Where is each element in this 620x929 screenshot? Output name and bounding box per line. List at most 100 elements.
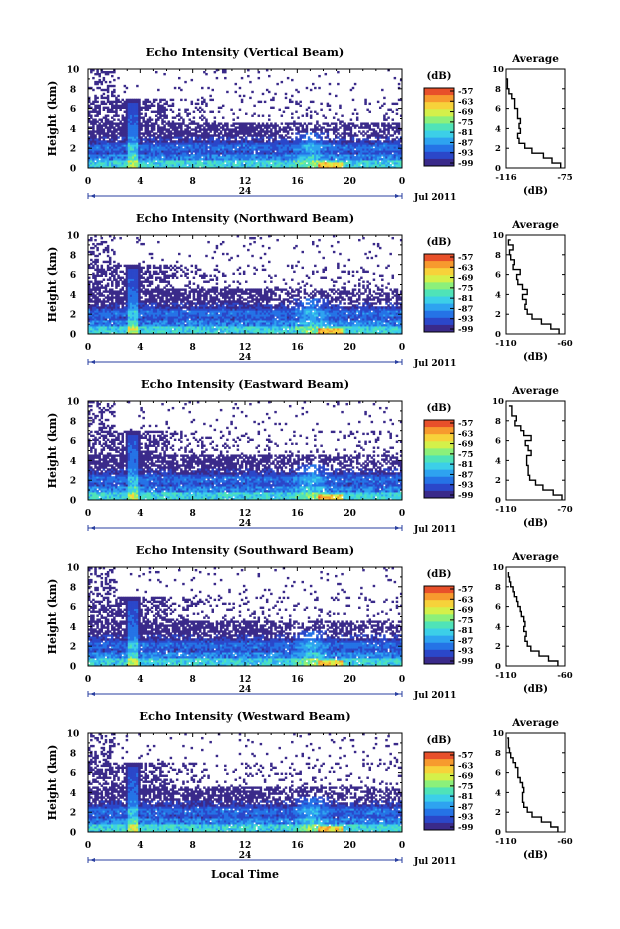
heatmap-cell <box>175 158 179 161</box>
heatmap-cell <box>280 156 284 159</box>
heatmap-cell <box>219 150 223 153</box>
heatmap-cell <box>230 156 233 159</box>
heatmap-cell <box>136 280 139 283</box>
heatmap-cell <box>311 142 315 145</box>
heatmap-cell <box>178 152 181 155</box>
heatmap-cell <box>249 148 252 151</box>
heatmap-cell <box>261 148 265 151</box>
heatmap-cell <box>138 120 141 123</box>
heatmap-cell <box>370 160 374 163</box>
heatmap-cell <box>125 120 129 123</box>
heatmap-cell <box>186 138 189 141</box>
heatmap-cell <box>148 136 152 139</box>
heatmap-cell <box>180 128 183 131</box>
heatmap-cell <box>345 132 348 135</box>
heatmap-cell <box>138 316 141 319</box>
heatmap-cell <box>224 69 227 72</box>
heatmap-cell <box>186 132 189 135</box>
heatmap-cell <box>278 142 281 145</box>
heatmap-cell <box>161 140 164 143</box>
heatmap-cell <box>104 324 108 327</box>
heatmap-cell <box>393 126 397 129</box>
x-tick-label: 20 <box>343 177 356 187</box>
heatmap-cell <box>98 152 101 155</box>
heatmap-cell <box>131 108 135 111</box>
heatmap-cell <box>140 304 143 307</box>
heatmap-cell <box>102 328 106 331</box>
heatmap-cell <box>129 142 133 145</box>
heatmap-cell <box>165 108 168 111</box>
heatmap-cell <box>190 160 194 163</box>
heatmap-cell <box>129 298 133 301</box>
heatmap-cell <box>226 152 229 155</box>
heatmap-cell <box>129 312 133 315</box>
heatmap-cell <box>96 286 99 289</box>
heatmap-cell <box>203 166 206 169</box>
heatmap-cell <box>148 164 152 167</box>
heatmap-cell <box>253 160 256 163</box>
heatmap-cell <box>108 124 112 127</box>
heatmap-cell <box>249 146 252 149</box>
heatmap-cell <box>257 148 261 151</box>
heatmap-cell <box>265 130 269 133</box>
heatmap-cell <box>108 148 112 151</box>
heatmap-cell <box>144 304 148 307</box>
heatmap-cell <box>196 140 200 143</box>
heatmap-cell <box>119 152 122 155</box>
heatmap-cell <box>148 106 152 109</box>
heatmap-cell <box>286 162 290 165</box>
heatmap-cell <box>106 110 110 113</box>
heatmap-cell <box>240 162 244 165</box>
heatmap-cell <box>131 280 135 283</box>
heatmap-cell <box>330 164 334 167</box>
heatmap-cell <box>98 86 101 90</box>
colorbar-swatch <box>424 88 454 96</box>
heatmap-cell <box>224 156 227 159</box>
heatmap-cell <box>293 152 296 155</box>
heatmap-cell <box>98 320 101 323</box>
heatmap-cell <box>146 326 150 329</box>
heatmap-cell <box>182 132 185 135</box>
heatmap-cell <box>180 142 183 145</box>
heatmap-cell <box>113 156 116 159</box>
heatmap-cell <box>115 112 118 115</box>
heatmap-cell <box>205 140 208 143</box>
heatmap-cell <box>387 156 390 159</box>
heatmap-cell <box>152 312 156 315</box>
heatmap-cell <box>291 158 294 161</box>
heatmap-cell <box>115 302 118 305</box>
heatmap-cell <box>140 112 143 115</box>
heatmap-cell <box>108 235 112 238</box>
heatmap-cell <box>123 166 127 169</box>
heatmap-cell <box>178 160 181 163</box>
heatmap-cell <box>178 142 181 145</box>
heatmap-cell <box>320 126 323 129</box>
heatmap-cell <box>397 146 401 149</box>
heatmap-cell <box>90 316 93 319</box>
heatmap-cell <box>391 102 395 106</box>
heatmap-cell <box>100 316 104 319</box>
heatmap-cell <box>98 314 101 317</box>
heatmap-cell <box>186 166 189 169</box>
heatmap-cell <box>228 160 231 163</box>
heatmap-cell <box>203 148 206 151</box>
heatmap-cell <box>395 128 399 131</box>
heatmap-cell <box>224 140 227 143</box>
heatmap-cell <box>293 154 296 157</box>
heatmap-cell <box>215 158 219 161</box>
heatmap-cell <box>381 158 384 161</box>
heatmap-cell <box>142 154 145 157</box>
heatmap-cell <box>175 156 179 159</box>
heatmap-cell <box>138 320 141 323</box>
heatmap-cell <box>144 112 148 115</box>
heatmap-cell <box>190 142 194 145</box>
heatmap-cell <box>293 120 296 123</box>
heatmap-cell <box>257 160 261 163</box>
heatmap-cell <box>94 278 97 281</box>
heatmap-cell <box>161 142 164 145</box>
heatmap-cell <box>96 132 99 135</box>
heatmap-cell <box>389 158 392 161</box>
heatmap-cell <box>288 148 292 151</box>
heatmap-cell <box>393 144 397 147</box>
heatmap-cell <box>184 80 187 84</box>
